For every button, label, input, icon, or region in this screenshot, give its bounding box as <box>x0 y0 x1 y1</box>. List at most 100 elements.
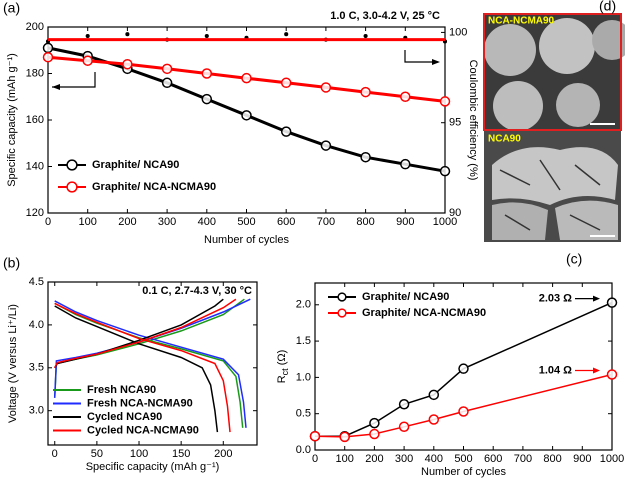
data-point <box>458 406 469 417</box>
data-point <box>82 55 93 66</box>
data-point <box>439 165 451 177</box>
data-point <box>320 82 332 93</box>
axis-arrow-head <box>52 84 60 90</box>
data-point <box>363 33 368 39</box>
x-tick-label: 0 <box>312 453 318 465</box>
legend-marker <box>337 292 347 302</box>
x-tick-label: 800 <box>356 216 374 228</box>
data-point <box>606 369 618 380</box>
y-tick-label: 120 <box>26 207 44 219</box>
data-point <box>398 421 410 433</box>
y-axis-label: Rct (Ω) <box>276 350 290 384</box>
y-tick-label: 4.0 <box>29 319 44 331</box>
x-axis-label: Specific capacity (mAh g⁻¹) <box>86 461 220 473</box>
cracks <box>499 159 601 231</box>
data-point <box>606 297 618 308</box>
data-point <box>369 428 380 440</box>
data-point <box>280 126 292 137</box>
x-axis-label: Number of cycles <box>204 234 289 246</box>
legend-marker <box>337 308 347 318</box>
legend-label: Cycled NCA90 <box>87 411 162 423</box>
x-tick-label: 1000 <box>433 216 457 228</box>
data-point <box>241 72 252 84</box>
x-tick-label: 900 <box>573 453 591 465</box>
y-axis-label-main: R <box>276 375 288 383</box>
data-point <box>369 417 380 429</box>
data-point <box>309 430 321 442</box>
particle <box>539 18 595 74</box>
x-tick-label: 0 <box>52 448 58 460</box>
x-tick-label: 1000 <box>600 453 624 465</box>
x-tick-label: 400 <box>198 216 216 228</box>
x-tick-label: 400 <box>425 453 443 465</box>
data-point <box>400 158 411 170</box>
x-tick-label: 300 <box>395 453 413 465</box>
y-axis-label-sub: ct <box>280 368 290 376</box>
sem-frame <box>483 13 622 131</box>
y-axis-label: Specific capacity (mAh g⁻¹) <box>6 53 18 187</box>
data-point <box>125 32 130 37</box>
x-tick-label: 600 <box>277 216 295 228</box>
y-tick-label: 0.0 <box>296 444 311 456</box>
data-point <box>42 42 54 54</box>
x-tick-label: 800 <box>543 453 561 465</box>
x-tick-label: 200 <box>214 448 232 460</box>
legend-marker <box>66 181 78 193</box>
panel-label: (c) <box>566 251 582 267</box>
sem-label: NCA90 <box>488 134 521 145</box>
y-tick-label: 3.0 <box>29 405 44 417</box>
y2-tick-label: 95 <box>449 117 461 129</box>
y-tick-label: 3.5 <box>29 362 44 374</box>
annotation: 0.1 C, 2.7-4.3 V, 30 °C <box>142 285 252 297</box>
data-point <box>85 33 90 39</box>
x-tick-label: 200 <box>365 453 383 465</box>
data-point <box>339 431 350 443</box>
x-tick-label: 500 <box>237 216 255 228</box>
data-point <box>458 363 469 374</box>
annotation: 1.04 Ω <box>539 364 572 376</box>
data-point <box>161 63 173 75</box>
y-axis-label-main: Specific capacity (mAh g⁻¹) <box>6 53 18 187</box>
y-axis-label: Voltage (V versus Li⁺/Li) <box>7 304 19 423</box>
x-tick-label: 700 <box>317 216 335 228</box>
x-tick-label: 600 <box>484 453 502 465</box>
y-tick-label: 2.0 <box>296 299 311 311</box>
x-tick-label: 900 <box>396 216 414 228</box>
annotation: 1.0 C, 3.0-4.2 V, 25 °C <box>330 10 440 22</box>
data-point <box>204 33 209 39</box>
annotation: 2.03 Ω <box>539 293 572 305</box>
series-line <box>314 373 613 438</box>
data-point <box>284 32 289 37</box>
data-point <box>400 91 411 102</box>
particle <box>592 20 625 60</box>
data-point <box>42 51 54 63</box>
sem-images: NCA-NCMA90 NCA90 (d) <box>483 0 625 242</box>
x-tick-label: 0 <box>45 216 51 228</box>
panel-label: (b) <box>3 255 20 271</box>
data-point <box>320 140 332 151</box>
y-tick-label: 180 <box>26 67 44 79</box>
y2-axis-label: Coulombic efficiency (%) <box>467 60 479 181</box>
data-point <box>360 86 371 98</box>
y-tick-label: 4.5 <box>29 276 44 288</box>
data-point <box>201 93 213 105</box>
data-point <box>428 389 440 401</box>
particle <box>492 202 548 240</box>
particle <box>493 81 543 131</box>
y-tick-label: 140 <box>26 160 44 172</box>
data-point <box>428 414 440 425</box>
y2-tick-label: 100 <box>449 26 467 38</box>
axis-arrow <box>404 50 438 63</box>
legend-label: Graphite/ NCA-NCMA90 <box>92 181 216 193</box>
data-point <box>280 77 292 89</box>
series-line <box>54 298 237 433</box>
plot-frame <box>47 281 258 446</box>
data-point <box>360 151 371 163</box>
legend-label: Graphite/ NCA90 <box>362 291 449 303</box>
data-point <box>241 110 252 121</box>
particle <box>484 24 536 76</box>
annotation-arrow-head <box>593 295 600 302</box>
panel-label: (d) <box>599 0 616 14</box>
y-tick-label: 1.0 <box>296 371 311 383</box>
data-point <box>201 68 213 79</box>
